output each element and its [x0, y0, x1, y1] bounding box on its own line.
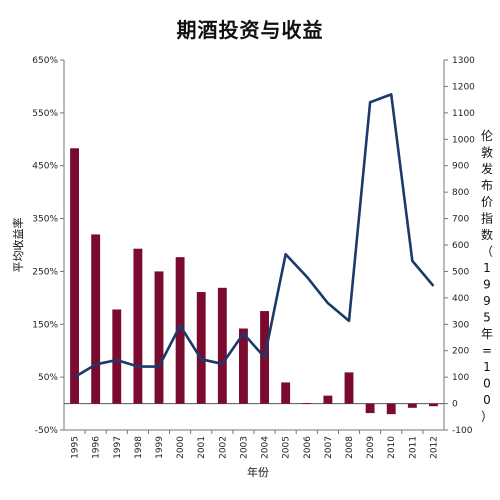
- x-tick-label: 2009: [366, 436, 376, 459]
- bar: [323, 395, 333, 404]
- y2-axis-title-char: 9: [483, 278, 491, 292]
- y2-tick-label: 500: [452, 267, 469, 277]
- y2-axis-title-char: 指: [481, 211, 493, 226]
- y2-tick-label: 300: [452, 320, 469, 330]
- y2-axis-title-char: 伦: [481, 128, 493, 143]
- x-tick-label: 1997: [113, 436, 123, 459]
- bar: [112, 309, 122, 404]
- bar: [175, 257, 185, 404]
- y2-tick-label: 200: [452, 347, 469, 357]
- bar: [407, 403, 417, 408]
- y2-axis-title-char: 5: [483, 311, 491, 325]
- bar: [154, 271, 164, 404]
- y2-tick-label: 100: [452, 373, 469, 383]
- y2-axis-title-char: =: [482, 344, 492, 358]
- x-tick-label: 2007: [324, 436, 334, 459]
- y2-axis-title-char: （: [481, 245, 493, 259]
- y2-tick-label: 0: [452, 400, 458, 410]
- x-tick-label: 2008: [345, 436, 355, 459]
- bar: [70, 148, 79, 404]
- x-tick-label: 2011: [408, 436, 418, 459]
- y2-tick-label: 900: [452, 162, 469, 172]
- y2-axis-title-char: 1: [483, 261, 491, 275]
- y2-tick-label: -100: [452, 426, 473, 436]
- y2-axis-title-char: 发: [481, 161, 493, 176]
- x-tick-label: 1995: [71, 436, 81, 459]
- index-line: [73, 93, 435, 379]
- bar: [239, 328, 248, 404]
- x-tick-label: 2012: [429, 436, 439, 459]
- y2-axis-title-char: 9: [483, 294, 491, 308]
- x-tick-label: 2000: [176, 436, 186, 459]
- x-tick-label: 2010: [387, 436, 397, 459]
- x-tick-label: 2004: [261, 436, 271, 459]
- y2-tick-label: 400: [452, 294, 469, 304]
- y-tick-label: -50%: [35, 426, 59, 436]
- y2-tick-label: 600: [452, 241, 469, 251]
- chart-title: 期酒投资与收益: [176, 18, 324, 42]
- bar: [344, 372, 354, 404]
- y-tick-label: 50%: [38, 373, 58, 383]
- x-tick-label: 2006: [303, 436, 313, 459]
- y-tick-label: 550%: [32, 109, 58, 119]
- y2-tick-label: 1200: [452, 82, 475, 92]
- y2-axis-title-char: 布: [481, 179, 493, 193]
- y2-tick-label: 800: [452, 188, 469, 198]
- y2-axis-title-char: 1: [483, 360, 491, 374]
- x-tick-label: 2003: [239, 436, 249, 459]
- bar: [91, 234, 101, 404]
- y2-axis-title-char: 年: [481, 327, 493, 341]
- x-tick-label: 1999: [155, 436, 165, 459]
- x-tick-label: 1998: [134, 436, 144, 459]
- bar: [133, 248, 143, 404]
- y-axis-title: 平均收益率: [11, 218, 25, 273]
- y-tick-label: 350%: [32, 215, 58, 225]
- y2-tick-label: 1000: [452, 135, 475, 145]
- y2-tick-label: 700: [452, 215, 469, 225]
- y2-axis-title-char: ）: [481, 410, 493, 424]
- x-tick-label: 2002: [218, 436, 228, 459]
- x-tick-label: 1996: [92, 436, 102, 459]
- y-tick-label: 150%: [32, 320, 58, 330]
- y2-axis-title-char: 数: [481, 227, 493, 242]
- bar: [429, 403, 438, 407]
- y2-axis-title-char: 价: [481, 195, 493, 209]
- y2-axis-title-char: 0: [483, 377, 491, 391]
- y-tick-label: 650%: [32, 56, 58, 66]
- bar: [281, 382, 291, 404]
- x-tick-label: 2005: [282, 436, 292, 459]
- bar: [302, 403, 312, 404]
- y2-axis-title-char: 敦: [481, 145, 493, 160]
- y2-tick-label: 1100: [452, 109, 475, 119]
- y-tick-label: 250%: [32, 267, 58, 277]
- y2-axis-title-char: 0: [483, 393, 491, 407]
- y-tick-label: 450%: [32, 162, 58, 172]
- bar: [365, 403, 375, 414]
- x-axis-title: 年份: [247, 465, 269, 479]
- y2-tick-label: 1300: [452, 56, 475, 66]
- bar: [217, 287, 227, 404]
- x-tick-label: 2001: [197, 436, 207, 459]
- bar: [196, 292, 206, 404]
- bar: [386, 403, 396, 415]
